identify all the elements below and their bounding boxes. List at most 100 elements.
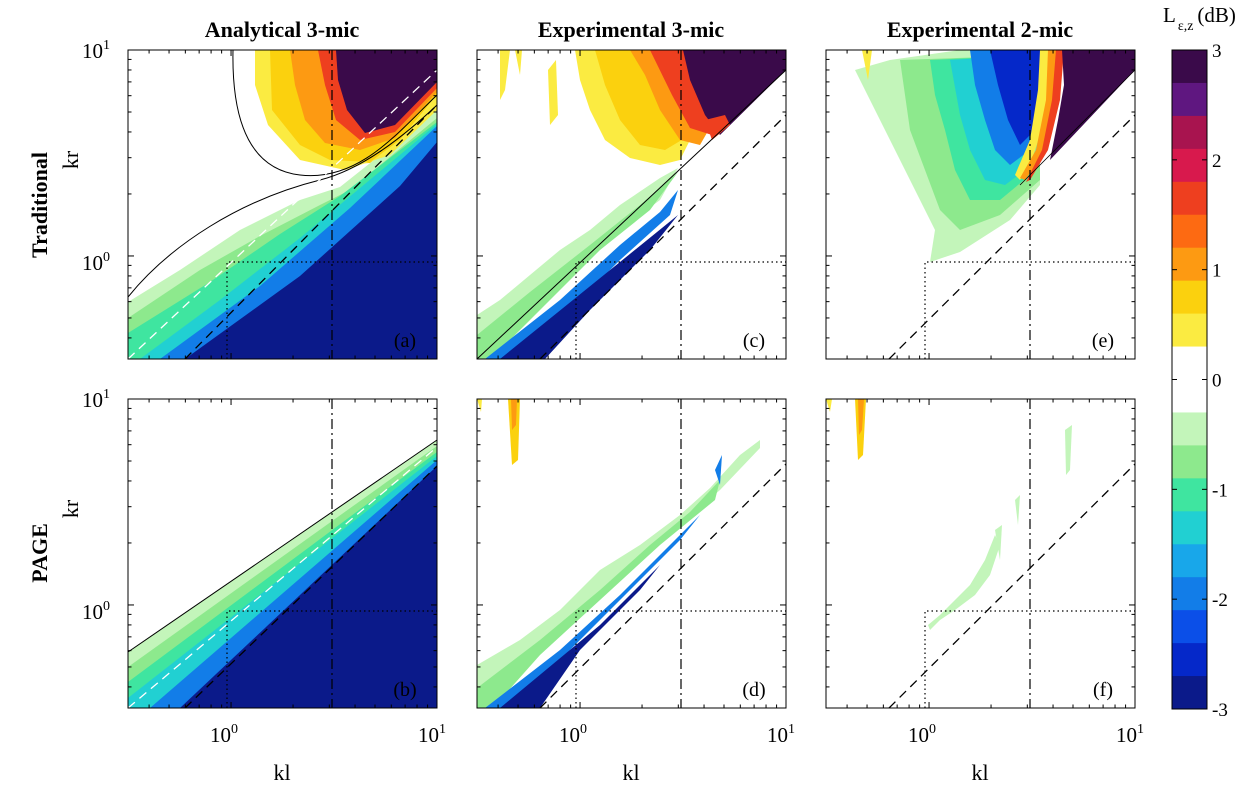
ref-dotted-a <box>226 261 437 359</box>
region-orange-f <box>858 399 864 435</box>
panel-tag-e: (e) <box>1092 330 1114 352</box>
contour-line-a-lower <box>128 104 437 298</box>
region-yellow-d-small <box>477 399 482 412</box>
colorbar-swatch <box>1172 643 1207 677</box>
colorbar-swatch <box>1172 82 1207 117</box>
panel-frame-d <box>476 398 787 709</box>
colorbar-tick-label: 3 <box>1212 41 1222 62</box>
region-purple-e <box>1050 50 1135 160</box>
colorbar-swatch <box>1172 412 1207 446</box>
region-blue-d-streak <box>715 455 722 485</box>
panel-tag-c: (c) <box>743 330 765 352</box>
region-orange-d <box>511 399 517 430</box>
panel-d: (d) <box>476 398 787 709</box>
colorbar-swatches <box>1172 50 1207 710</box>
column-title-experimental-2mic: Experimental 2-mic <box>887 17 1074 42</box>
region-yellow-c-streak2 <box>515 50 522 75</box>
region-red-e <box>1026 50 1064 182</box>
ref-dotted-e <box>924 261 1135 359</box>
ref-line-kr-eq-kl-c <box>476 69 787 360</box>
region-yellow-c-streak3 <box>548 60 558 125</box>
colorbar-title-unit: (dB) <box>1197 3 1236 27</box>
region-green-f <box>928 535 1000 630</box>
colorbar-swatch <box>1172 445 1207 479</box>
region-orange-e <box>1020 50 1058 180</box>
panel-frame-c <box>476 49 787 360</box>
ref-line-kr-eq-kl-e <box>1019 69 1136 186</box>
ytick-a-10e1: 101 <box>82 38 110 63</box>
colorbar-tick-label: -3 <box>1212 700 1228 721</box>
colorbar-swatch <box>1172 346 1207 380</box>
ylabel-a: kr <box>58 150 83 169</box>
region-yellow-c-streak1 <box>500 50 510 100</box>
ref-line-kr-eq-2kl-b <box>127 446 438 709</box>
colorbar-swatch <box>1172 214 1207 249</box>
ref-line-kr-eq-half-kl-c <box>539 114 787 360</box>
ref-dotted-c <box>575 261 786 359</box>
xtick-b-10e0: 100 <box>210 722 238 747</box>
colorbar-tick-label: 0 <box>1212 371 1222 392</box>
ytick-b-10e0: 100 <box>82 599 110 624</box>
colorbar-swatch <box>1172 313 1207 348</box>
colorbar-tick-label: -1 <box>1212 480 1228 501</box>
region-red-c2 <box>705 115 730 140</box>
colorbar-title-sub: ε,z <box>1178 19 1194 34</box>
contour-line-b <box>127 439 438 653</box>
colorbar-swatch <box>1172 544 1207 578</box>
panel-a: (a) <box>127 49 438 360</box>
colorbar-swatch <box>1172 511 1207 545</box>
ref-line-kr-eq-half-kl-f <box>888 463 1136 709</box>
colorbar-swatch <box>1172 280 1207 315</box>
colorbar-swatch <box>1172 247 1207 282</box>
colorbar-swatch <box>1172 478 1207 512</box>
colorbar-swatch <box>1172 379 1207 413</box>
xlabel-d: kl <box>622 760 639 785</box>
region-yellow-e-streak <box>862 50 872 80</box>
ref-dotted-b <box>226 610 437 708</box>
xtick-d-10e0: 100 <box>559 722 587 747</box>
panel-frame-a <box>127 49 438 360</box>
region-yellow-f-small <box>826 399 832 412</box>
ytick-b-10e1: 101 <box>82 387 110 412</box>
region-darkblue-b <box>180 466 437 708</box>
region-purple-a <box>336 50 437 133</box>
ref-line-kr-eq-half-kl-d <box>539 463 787 709</box>
region-green-f-streak3 <box>1015 495 1020 525</box>
panel-c: (c) <box>476 49 787 360</box>
colorbar-swatch <box>1172 676 1207 710</box>
region-darkyellow-e <box>1015 50 1050 180</box>
panel-b: (b) <box>127 398 438 709</box>
ref-line-kr-eq-half-kl-e <box>888 114 1136 360</box>
panel-e: (e) <box>825 49 1136 360</box>
column-title-analytical: Analytical 3-mic <box>205 17 360 42</box>
panel-frame-e <box>825 49 1136 360</box>
panel-tag-f: (f) <box>1093 679 1113 701</box>
ref-dotted-f <box>924 610 1135 708</box>
ref-dotted-d <box>575 610 786 708</box>
contour-line-a <box>232 50 437 177</box>
axis-ticks <box>128 49 1136 708</box>
xtick-f-10e0: 100 <box>908 722 936 747</box>
panel-tag-d: (d) <box>742 679 765 701</box>
region-purple-c <box>683 50 786 135</box>
xtick-f-10e1: 101 <box>1116 722 1144 747</box>
region-darkblue-e <box>990 50 1042 145</box>
xtick-d-10e1: 101 <box>767 722 795 747</box>
region-yellow-d <box>508 399 520 465</box>
ref-line-kr-eq-kl-b <box>184 465 438 709</box>
colorbar-swatch <box>1172 115 1207 150</box>
region-green-f-streak1 <box>995 525 1002 560</box>
xlabel-b: kl <box>273 760 290 785</box>
panel-tag-a: (a) <box>394 330 416 352</box>
ylabel-b: kr <box>58 499 83 518</box>
colorbar-ticks: 3 2 1 0 -1 -2 -3 <box>1172 41 1228 721</box>
region-green-f-streak2 <box>1065 425 1072 475</box>
xlabel-f: kl <box>971 760 988 785</box>
region-darkblue-a <box>185 142 437 359</box>
colorbar-swatch <box>1172 50 1207 84</box>
column-title-experimental-3mic: Experimental 3-mic <box>538 17 725 42</box>
row-label-traditional: Traditional <box>27 152 52 258</box>
